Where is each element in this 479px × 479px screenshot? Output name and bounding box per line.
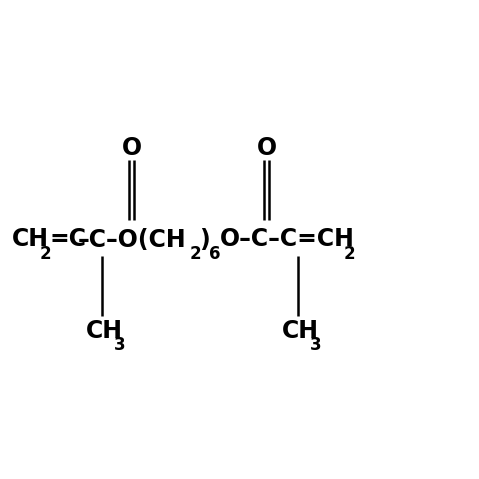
Text: 6: 6 [209,245,221,263]
Text: CH: CH [282,319,319,342]
Text: –C–O(CH: –C–O(CH [78,228,187,251]
Text: =C: =C [49,228,86,251]
Text: 3: 3 [114,336,125,354]
Text: 2: 2 [39,245,51,263]
Text: CH: CH [86,319,123,342]
Text: 2: 2 [189,245,201,263]
Text: O–C–C=CH: O–C–C=CH [220,228,355,251]
Text: O: O [257,137,277,160]
Text: 3: 3 [309,336,321,354]
Text: 2: 2 [343,245,355,263]
Text: O: O [122,137,142,160]
Text: ): ) [199,228,209,251]
Text: CH: CH [12,228,49,251]
